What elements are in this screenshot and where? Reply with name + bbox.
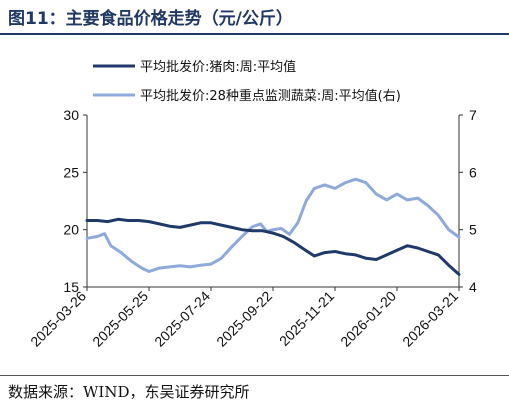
legend: 平均批发价:猪肉:周:平均值 平均批发价:28种重点监测蔬菜:周:平均值(右) xyxy=(93,59,401,104)
legend-label-pork: 平均批发价:猪肉:周:平均值 xyxy=(140,59,296,75)
y-right-tick-label: 6 xyxy=(469,164,477,180)
y-right-tick-label: 4 xyxy=(469,279,477,295)
source-divider xyxy=(0,375,509,376)
y-left-tick-label: 30 xyxy=(63,107,79,123)
y-right-tick-label: 7 xyxy=(469,107,477,123)
title-divider xyxy=(0,33,509,35)
y-left-tick-label: 15 xyxy=(63,279,79,295)
x-tick-label: 2025-05-25 xyxy=(89,288,151,350)
y-left-tick-label: 25 xyxy=(63,164,79,180)
x-tick-label: 2025-03-26 xyxy=(27,288,89,350)
y-left-tick-label: 20 xyxy=(63,222,79,238)
y-right-tick-label: 5 xyxy=(469,222,477,238)
series-line-vegetables xyxy=(85,177,461,273)
series-line-pork xyxy=(85,217,461,276)
source-note: 数据来源：WIND，东吴证券研究所 xyxy=(8,383,250,401)
x-tick-label: 2025-09-22 xyxy=(213,288,275,350)
legend-label-vegetables: 平均批发价:28种重点监测蔬菜:周:平均值(右) xyxy=(140,88,401,104)
x-tick-label: 2025-11-21 xyxy=(276,288,337,349)
x-tick-label: 2026-01-20 xyxy=(337,288,399,350)
x-tick-label: 2026-03-21 xyxy=(399,288,461,350)
x-tick-label: 2025-07-24 xyxy=(151,288,213,350)
figure-title: 图11：主要食品价格走势（元/公斤） xyxy=(8,9,293,29)
